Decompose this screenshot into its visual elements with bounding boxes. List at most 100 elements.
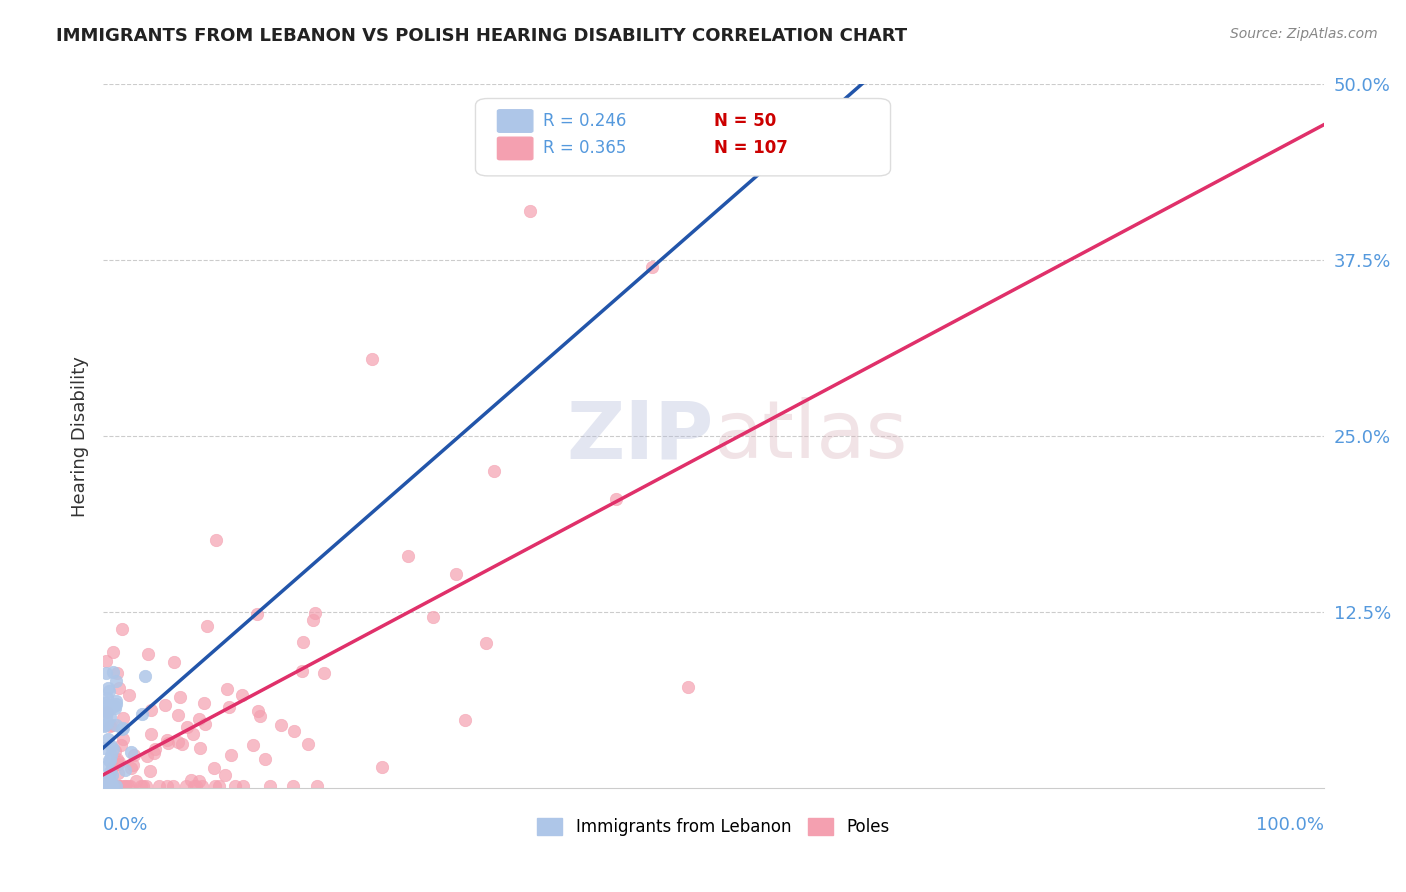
Point xyxy=(101,665,124,679)
Point xyxy=(103,698,125,713)
Point xyxy=(100,776,122,790)
Point xyxy=(202,761,225,775)
Text: Source: ZipAtlas.com: Source: ZipAtlas.com xyxy=(1230,27,1378,41)
Point xyxy=(191,780,214,794)
Point xyxy=(93,780,115,794)
Point xyxy=(111,622,134,636)
Point xyxy=(94,780,117,794)
Text: IMMIGRANTS FROM LEBANON VS POLISH HEARING DISABILITY CORRELATION CHART: IMMIGRANTS FROM LEBANON VS POLISH HEARIN… xyxy=(56,27,907,45)
Point xyxy=(205,533,228,548)
Point xyxy=(134,669,156,683)
Point xyxy=(139,703,162,717)
Point xyxy=(215,681,238,696)
Point xyxy=(97,698,120,712)
Point xyxy=(304,607,326,621)
Point xyxy=(247,704,270,718)
Point xyxy=(136,647,159,661)
Point xyxy=(156,736,179,750)
Point xyxy=(94,654,117,668)
Point xyxy=(454,713,477,727)
Point xyxy=(183,726,205,740)
Point xyxy=(96,758,118,772)
Point xyxy=(605,492,627,507)
Point xyxy=(101,780,124,794)
Point xyxy=(105,666,128,681)
Point xyxy=(122,748,145,763)
Point xyxy=(129,780,152,794)
Point xyxy=(98,780,121,794)
Point xyxy=(97,731,120,746)
Point xyxy=(180,773,202,788)
Point xyxy=(97,769,120,783)
Point xyxy=(169,690,191,704)
Point xyxy=(97,780,120,794)
Point xyxy=(184,780,207,794)
Point xyxy=(111,721,134,735)
Text: 100.0%: 100.0% xyxy=(1256,816,1324,834)
Point xyxy=(143,741,166,756)
Point xyxy=(214,768,236,782)
Point xyxy=(125,773,148,788)
Point xyxy=(104,718,127,732)
Point xyxy=(224,780,246,794)
Point xyxy=(446,566,468,581)
Point xyxy=(97,771,120,785)
Point xyxy=(219,747,242,762)
Point xyxy=(156,732,179,747)
Point xyxy=(519,204,541,219)
Point xyxy=(114,780,136,794)
Point xyxy=(176,721,198,735)
Point xyxy=(253,752,276,766)
Point xyxy=(131,779,153,793)
Point xyxy=(371,759,394,773)
Point xyxy=(170,737,193,751)
Point xyxy=(120,780,142,794)
Point xyxy=(104,694,127,708)
Point xyxy=(98,719,121,733)
Point xyxy=(110,738,132,752)
Point xyxy=(475,636,498,650)
Point xyxy=(422,609,444,624)
Point xyxy=(246,607,269,622)
Point xyxy=(302,614,325,628)
Point xyxy=(107,757,129,772)
Point xyxy=(101,767,124,781)
Point xyxy=(93,719,115,733)
Point xyxy=(166,734,188,748)
Point xyxy=(194,716,217,731)
Point xyxy=(100,739,122,753)
Point xyxy=(104,697,127,711)
Point xyxy=(96,704,118,718)
Point xyxy=(174,780,197,794)
Text: N = 107: N = 107 xyxy=(713,139,787,158)
Point xyxy=(98,779,121,793)
Point xyxy=(96,780,118,794)
Point xyxy=(93,740,115,755)
Point xyxy=(105,751,128,765)
Point xyxy=(167,708,190,723)
Point xyxy=(101,780,124,794)
Point xyxy=(94,708,117,723)
FancyBboxPatch shape xyxy=(498,110,533,132)
Text: R = 0.365: R = 0.365 xyxy=(543,139,626,158)
Point xyxy=(94,704,117,718)
Point xyxy=(131,706,153,721)
Point xyxy=(101,718,124,732)
Point xyxy=(120,745,142,759)
Point xyxy=(101,780,124,794)
FancyBboxPatch shape xyxy=(498,137,533,160)
Point xyxy=(249,709,271,723)
Point xyxy=(297,737,319,751)
Point xyxy=(96,780,118,794)
Point xyxy=(96,691,118,706)
Point xyxy=(232,780,254,794)
Point xyxy=(676,681,699,695)
Text: R = 0.246: R = 0.246 xyxy=(543,112,626,130)
Point xyxy=(482,464,505,478)
Point xyxy=(188,712,211,726)
Point xyxy=(291,665,314,679)
Point xyxy=(97,780,120,794)
Point xyxy=(107,766,129,780)
Point xyxy=(104,780,127,794)
Point xyxy=(108,755,131,769)
